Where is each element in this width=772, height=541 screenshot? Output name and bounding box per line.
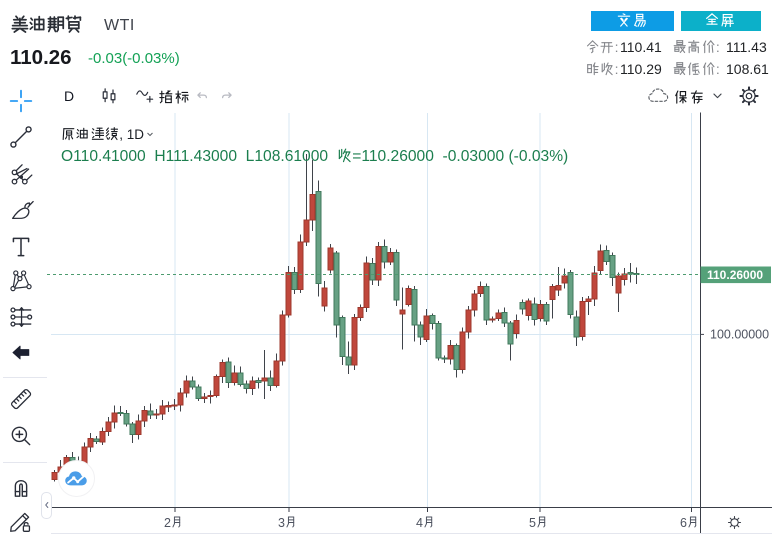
- svg-text:110.26000: 110.26000: [707, 268, 763, 282]
- svg-text:100.00000: 100.00000: [710, 328, 769, 342]
